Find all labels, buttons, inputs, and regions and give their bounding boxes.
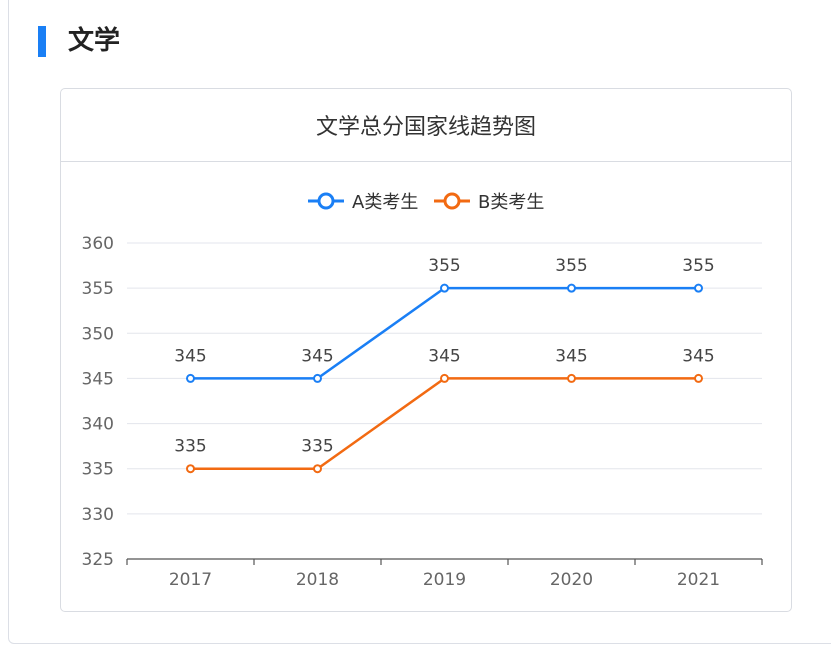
data-label: 345 [555, 346, 587, 366]
data-label: 345 [301, 346, 333, 366]
chart-title: 文学总分国家线趋势图 [61, 89, 791, 162]
chart-card: 文学总分国家线趋势图 [60, 88, 792, 612]
legend-marker[interactable] [317, 192, 335, 210]
data-point[interactable] [313, 464, 322, 474]
legend-label[interactable]: A类考生 [352, 192, 418, 213]
x-tick-label: 2021 [677, 570, 720, 590]
y-tick-label: 325 [82, 550, 114, 570]
data-label: 345 [428, 346, 460, 366]
data-label: 355 [682, 256, 714, 276]
x-tick-label: 2017 [169, 570, 212, 590]
data-point[interactable] [440, 373, 449, 383]
x-tick-label: 2019 [423, 570, 466, 590]
legend-marker[interactable] [443, 192, 461, 210]
x-tick-label: 2018 [296, 570, 339, 590]
legend-label[interactable]: B类考生 [478, 192, 544, 213]
section-accent-bar [38, 26, 46, 57]
data-point[interactable] [186, 464, 195, 474]
x-tick-label: 2020 [550, 570, 593, 590]
data-point[interactable] [567, 283, 576, 293]
y-tick-label: 345 [82, 369, 114, 389]
data-point[interactable] [694, 283, 703, 293]
data-label: 355 [555, 256, 587, 276]
data-label: 335 [174, 437, 206, 457]
data-label: 355 [428, 256, 460, 276]
y-tick-label: 330 [82, 505, 114, 525]
data-point[interactable] [186, 373, 195, 383]
data-label: 345 [174, 346, 206, 366]
y-tick-label: 355 [82, 279, 114, 299]
y-tick-label: 335 [82, 460, 114, 480]
data-point[interactable] [694, 373, 703, 383]
data-label: 345 [682, 346, 714, 366]
data-point[interactable] [567, 373, 576, 383]
data-label: 335 [301, 437, 333, 457]
data-point[interactable] [440, 283, 449, 293]
y-tick-label: 350 [82, 324, 114, 344]
data-point[interactable] [313, 373, 322, 383]
y-tick-label: 360 [82, 234, 114, 254]
section-title: 文学 [68, 26, 121, 56]
y-tick-label: 340 [82, 415, 114, 435]
